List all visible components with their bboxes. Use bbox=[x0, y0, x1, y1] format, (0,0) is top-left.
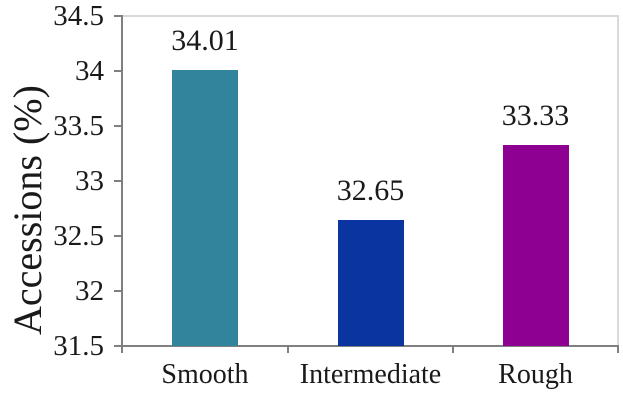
plot-top-border bbox=[121, 15, 619, 17]
y-tick-mark bbox=[114, 125, 123, 127]
bar-value-label: 34.01 bbox=[171, 24, 239, 57]
category-label-smooth: Smooth bbox=[161, 359, 249, 390]
x-tick-mark bbox=[287, 346, 289, 353]
y-tick-mark bbox=[114, 290, 123, 292]
y-tick-mark bbox=[114, 15, 123, 17]
x-tick-mark bbox=[121, 346, 123, 353]
category-label-intermediate: Intermediate bbox=[299, 359, 442, 390]
category-label-rough: Rough bbox=[498, 359, 573, 390]
bar-rough bbox=[502, 145, 569, 346]
bar-intermediate bbox=[337, 220, 404, 346]
y-tick-label: 31.5 bbox=[53, 330, 104, 362]
y-axis-line bbox=[121, 16, 123, 352]
y-tick-mark bbox=[114, 70, 123, 72]
y-tick-mark bbox=[114, 180, 123, 182]
y-tick-label: 32 bbox=[75, 275, 104, 307]
bar-group-smooth: 34.01 Smooth bbox=[122, 0, 288, 400]
bar-smooth bbox=[172, 70, 238, 346]
y-tick-label: 32.5 bbox=[53, 220, 104, 252]
bar-group-intermediate: 32.65 Intermediate bbox=[288, 0, 453, 400]
bar-group-rough: 33.33 Rough bbox=[453, 0, 618, 400]
y-tick-label: 34.5 bbox=[53, 0, 104, 32]
x-axis-line bbox=[121, 345, 619, 347]
plot-right-border bbox=[617, 15, 619, 347]
x-tick-mark bbox=[617, 346, 619, 353]
bar-value-label: 32.65 bbox=[336, 174, 405, 207]
y-tick-label: 34 bbox=[75, 55, 104, 87]
y-tick-mark bbox=[114, 235, 123, 237]
x-tick-mark bbox=[452, 346, 454, 353]
y-tick-label: 33 bbox=[75, 165, 104, 197]
y-tick-label: 33.5 bbox=[53, 110, 104, 142]
bar-value-label: 33.33 bbox=[501, 99, 570, 132]
y-tick-mark bbox=[114, 345, 123, 347]
